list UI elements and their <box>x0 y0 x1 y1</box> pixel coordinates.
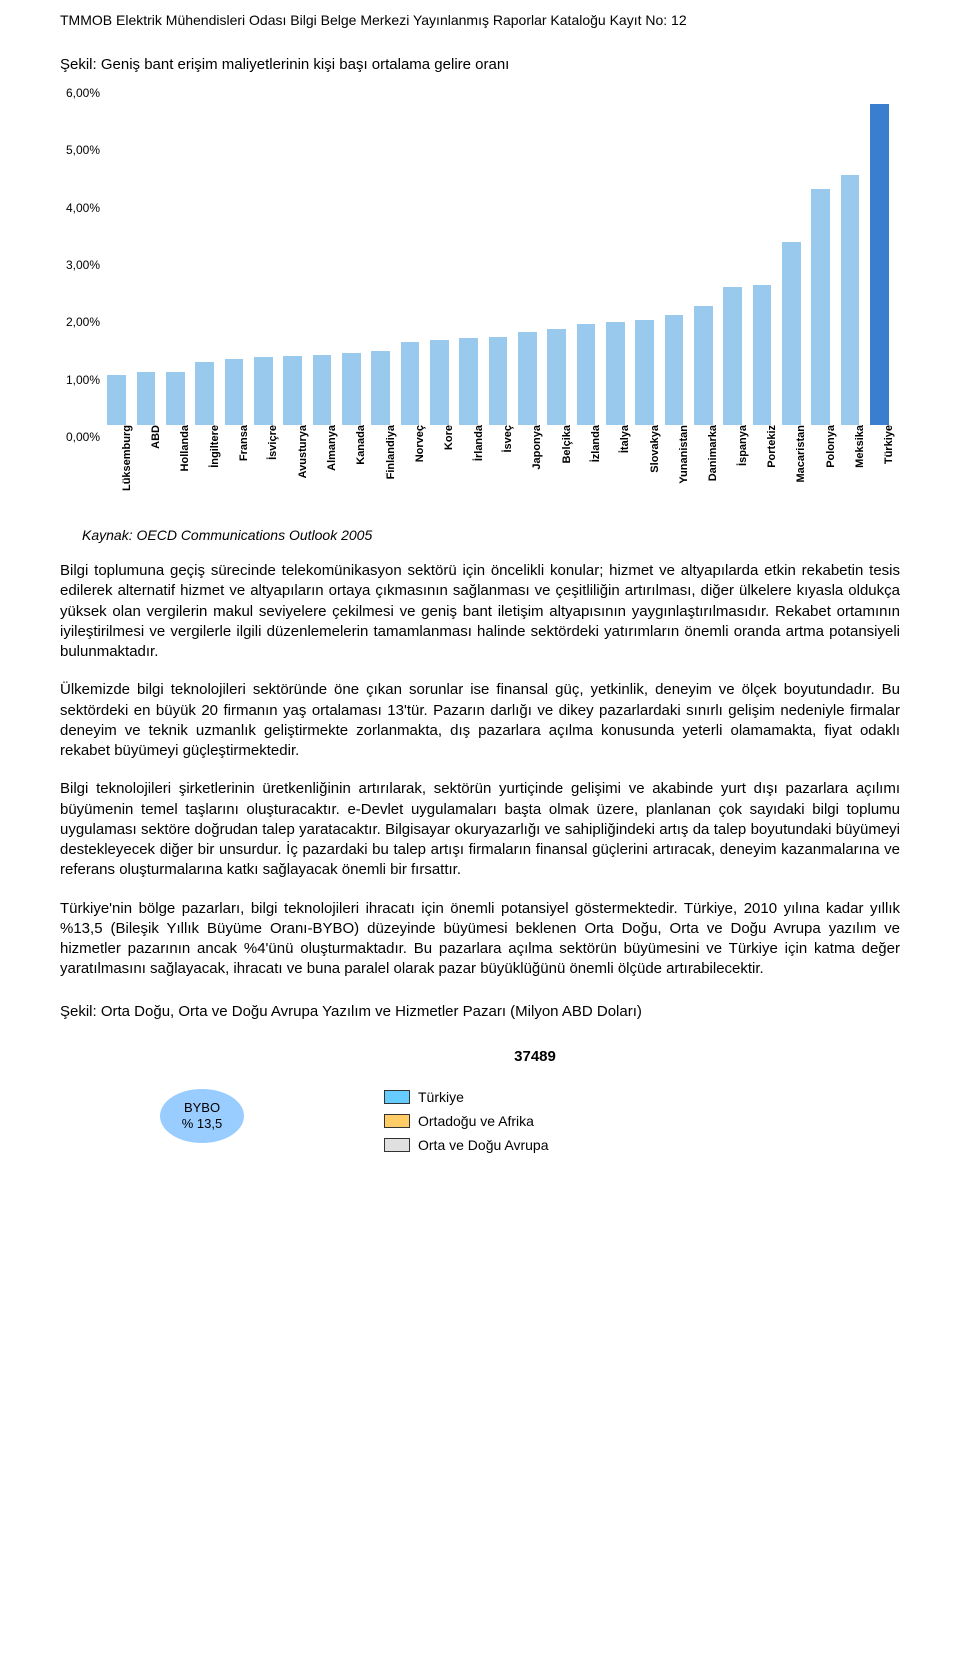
chart1-bar <box>342 353 361 425</box>
chart1-bar <box>782 242 801 425</box>
chart1-plot: 0,00%1,00%2,00%3,00%4,00%5,00%6,00% <box>102 81 894 425</box>
chart1-bar <box>753 285 772 425</box>
chart2-legend: Türkiye Ortadoğu ve Afrika Orta ve Doğu Av… <box>384 1089 548 1153</box>
bybo-value: % 13,5 <box>182 1116 222 1132</box>
bybo-label: BYBO <box>184 1100 220 1116</box>
chart1-x-label: Japonya <box>532 425 543 470</box>
chart1-bar <box>254 357 273 425</box>
chart1-x-label: İzlanda <box>591 425 602 462</box>
chart1-x-label: Türkiye <box>884 425 895 464</box>
chart2-row: BYBO % 13,5 Türkiye Ortadoğu ve Afrika Ort… <box>60 1089 900 1153</box>
chart1-bar <box>489 337 508 425</box>
chart1-x-label: Danimarka <box>708 425 719 481</box>
chart1-y-tick: 2,00% <box>60 316 100 328</box>
legend-label: Ortadoğu ve Afrika <box>418 1113 534 1129</box>
chart1-bar <box>430 340 449 425</box>
legend-item: Türkiye <box>384 1089 548 1105</box>
chart1-y-tick: 5,00% <box>60 144 100 156</box>
chart1-x-label: Lüksemburg <box>122 425 133 491</box>
legend-swatch <box>384 1090 410 1104</box>
chart2-title: Şekil: Orta Doğu, Orta ve Doğu Avrupa Ya… <box>60 1002 900 1022</box>
bybo-badge: BYBO % 13,5 <box>160 1089 244 1143</box>
chart1-bar <box>166 372 185 425</box>
legend-label: Orta ve Doğu Avrupa <box>418 1137 548 1153</box>
chart1-x-label: ABD <box>151 425 162 449</box>
chart1-y-tick: 0,00% <box>60 431 100 443</box>
legend-label: Türkiye <box>418 1089 464 1105</box>
chart1-x-label: İspanya <box>738 425 749 466</box>
page-header: TMMOB Elektrik Mühendisleri Odası Bilgi … <box>60 12 900 28</box>
chart1-x-label: Kore <box>444 425 455 450</box>
chart1-x-label: Slovakya <box>650 425 661 473</box>
chart1-bar <box>283 356 302 425</box>
paragraph-2: Ülkemizde bilgi teknolojileri sektöründe… <box>60 680 900 761</box>
chart1-bar <box>694 306 713 425</box>
chart2-top-value: 37489 <box>60 1048 900 1065</box>
chart1-x-label: Macaristan <box>796 425 807 482</box>
chart1-bar <box>841 175 860 425</box>
chart1-bar <box>870 104 889 425</box>
paragraph-1: Bilgi toplumuna geçiş sürecinde telekomü… <box>60 561 900 662</box>
chart1-x-label: Fransa <box>239 425 250 461</box>
chart1-bar <box>459 338 478 425</box>
chart1-bar <box>547 329 566 425</box>
chart1-x-label: Finlandiya <box>386 425 397 479</box>
chart1-x-label: İngiltere <box>210 425 221 468</box>
chart1-x-label: Avusturya <box>298 425 309 478</box>
chart1-bar <box>195 362 214 425</box>
chart1-x-label: İsveç <box>503 425 514 453</box>
chart1-x-label: İtalya <box>620 425 631 453</box>
chart1-y-tick: 6,00% <box>60 87 100 99</box>
chart1-x-label: Belçika <box>562 425 573 464</box>
paragraph-4: Türkiye'nin bölge pazarları, bilgi tekno… <box>60 899 900 980</box>
chart1-y-tick: 4,00% <box>60 202 100 214</box>
chart1-bar <box>518 332 537 425</box>
chart1-x-label: Norveç <box>415 425 426 462</box>
chart1-bar <box>107 375 126 425</box>
chart1-x-labels: Lüksemburg ABD Hollanda İngiltere Fransa İsvi… <box>102 425 894 521</box>
legend-item: Ortadoğu ve Afrika <box>384 1113 548 1129</box>
chart1-x-label: İsviçre <box>268 425 279 460</box>
paragraph-3: Bilgi teknolojileri şirketlerinin üretke… <box>60 779 900 880</box>
chart1-y-tick: 3,00% <box>60 259 100 271</box>
legend-swatch <box>384 1114 410 1128</box>
chart1-bar <box>811 189 830 425</box>
legend-item: Orta ve Doğu Avrupa <box>384 1137 548 1153</box>
chart1-bar <box>723 287 742 425</box>
chart1-bar <box>225 359 244 425</box>
chart1-bar <box>313 355 332 425</box>
chart1-x-label: İrlanda <box>474 425 485 461</box>
chart1-bar <box>606 322 625 425</box>
chart1-bar <box>665 315 684 425</box>
chart1-x-label: Almanya <box>327 425 338 471</box>
chart1-source: Kaynak: OECD Communications Outlook 2005 <box>60 527 900 543</box>
chart1-bar <box>577 324 596 425</box>
chart1-bar <box>137 372 156 425</box>
chart1-x-label: Polonya <box>826 425 837 468</box>
chart1-bar <box>401 342 420 425</box>
chart1-y-tick: 1,00% <box>60 374 100 386</box>
chart1-x-label: Kanada <box>356 425 367 465</box>
chart1-x-label: Hollanda <box>180 425 191 471</box>
chart1-bar <box>635 320 654 425</box>
chart1: 0,00%1,00%2,00%3,00%4,00%5,00%6,00% Lüks… <box>60 81 900 521</box>
chart1-title: Şekil: Geniş bant erişim maliyetlerinin … <box>60 56 900 73</box>
chart1-x-label: Meksika <box>855 425 866 468</box>
chart1-bar <box>371 351 390 425</box>
chart1-x-label: Portekiz <box>767 425 778 468</box>
legend-swatch <box>384 1138 410 1152</box>
chart1-x-label: Yunanistan <box>679 425 690 484</box>
